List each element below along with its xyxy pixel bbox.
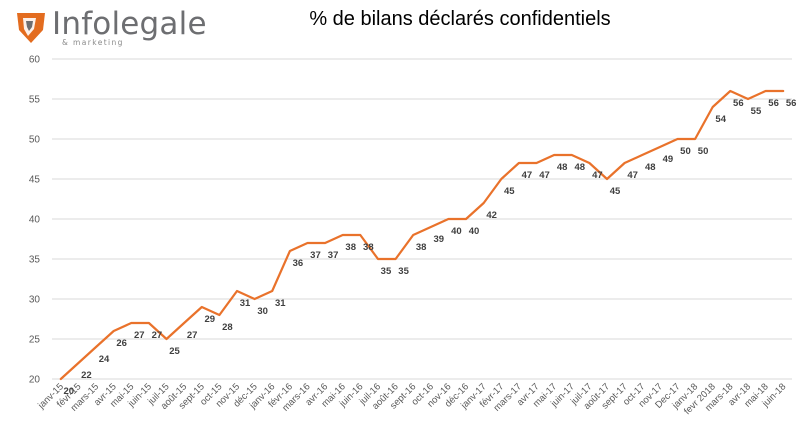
y-tick-label: 50 (29, 135, 41, 146)
data-label: 27 (152, 330, 163, 341)
data-label: 56 (768, 98, 779, 109)
data-label: 50 (680, 146, 691, 157)
logo-name: Infolegale (52, 6, 207, 42)
data-label: 56 (786, 98, 797, 109)
data-label: 22 (81, 370, 92, 381)
series-line (59, 89, 785, 381)
data-label: 48 (557, 162, 568, 173)
data-label: 47 (592, 170, 603, 181)
data-label: 24 (99, 354, 110, 365)
y-tick-label: 60 (29, 55, 41, 66)
data-label: 28 (222, 322, 233, 333)
data-label: 49 (663, 154, 674, 165)
data-label: 39 (434, 234, 445, 245)
data-label: 38 (416, 242, 427, 253)
grid-lines (52, 58, 792, 380)
y-tick-label: 45 (29, 175, 41, 186)
data-label: 38 (345, 242, 356, 253)
logo-shield-icon (17, 13, 45, 43)
data-label: 35 (398, 266, 409, 277)
data-label: 26 (116, 338, 127, 349)
data-label: 31 (240, 298, 251, 309)
data-label: 47 (627, 170, 638, 181)
series-line-group (59, 89, 785, 381)
infolegale-logo: Infolegale & marketing (14, 6, 214, 48)
data-label: 54 (715, 114, 726, 125)
data-label: 37 (310, 250, 321, 261)
data-label: 37 (328, 250, 339, 261)
data-label: 35 (381, 266, 392, 277)
data-label: 20 (64, 386, 75, 397)
data-label: 30 (257, 306, 268, 317)
data-label: 50 (698, 146, 709, 157)
data-label: 36 (293, 258, 304, 269)
chart-title: % de bilans déclarés confidentiels (309, 8, 611, 30)
data-label: 27 (134, 330, 145, 341)
data-label: 47 (522, 170, 533, 181)
y-tick-label: 55 (29, 95, 41, 106)
y-axis: 20 25 30 35 40 45 50 55 60 (29, 55, 41, 386)
data-label: 31 (275, 298, 286, 309)
data-label: 56 (733, 98, 744, 109)
data-label: 40 (451, 226, 462, 237)
data-label: 42 (486, 210, 497, 221)
data-label: 40 (469, 226, 480, 237)
data-label: 27 (187, 330, 198, 341)
data-label: 25 (169, 346, 180, 357)
y-tick-label: 25 (29, 335, 41, 346)
data-labels: 20 22 24 26 27 27 25 27 29 28 31 30 31 36 37 37 38 38 35 35… (64, 98, 797, 397)
data-label: 48 (574, 162, 585, 173)
data-label: 45 (504, 186, 515, 197)
y-tick-label: 30 (29, 295, 41, 306)
y-tick-label: 20 (29, 375, 41, 386)
data-label: 55 (751, 106, 762, 117)
logo-tagline: & marketing (62, 38, 124, 47)
x-axis: janv-15févr-15mars-15avr-15mai-15juin-15… (35, 381, 788, 417)
y-tick-label: 35 (29, 255, 41, 266)
data-label: 29 (204, 314, 215, 325)
data-label: 47 (539, 170, 550, 181)
data-label: 45 (610, 186, 621, 197)
data-label: 48 (645, 162, 656, 173)
y-tick-label: 40 (29, 215, 41, 226)
data-label: 38 (363, 242, 374, 253)
